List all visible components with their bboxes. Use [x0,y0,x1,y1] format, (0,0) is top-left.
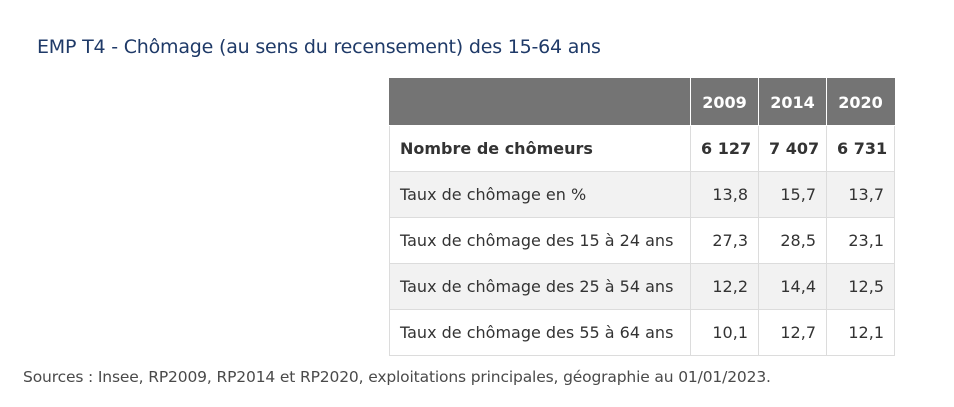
table-cell: 10,1 [690,309,759,356]
unemployment-table: 2009 2014 2020 Nombre de chômeurs 6 127 … [389,78,895,356]
table-row: Taux de chômage des 25 à 54 ans 12,2 14,… [389,263,895,310]
table-cell: 6 127 [690,125,759,172]
source-note: Sources : Insee, RP2009, RP2014 et RP202… [23,368,771,386]
header-row: 2009 2014 2020 [389,78,895,126]
table-cell: 15,7 [758,171,827,218]
row-label: Taux de chômage des 15 à 24 ans [389,217,691,264]
table-row: Taux de chômage des 15 à 24 ans 27,3 28,… [389,217,895,264]
table-cell: 12,7 [758,309,827,356]
column-header-year: 2014 [758,78,827,126]
table-cell: 12,2 [690,263,759,310]
table-row: Taux de chômage des 55 à 64 ans 10,1 12,… [389,309,895,356]
row-label: Nombre de chômeurs [389,125,691,172]
table-row: Nombre de chômeurs 6 127 7 407 6 731 [389,125,895,172]
table-cell: 6 731 [826,125,895,172]
table-cell: 14,4 [758,263,827,310]
row-label: Taux de chômage en % [389,171,691,218]
column-header-year: 2009 [690,78,759,126]
table-cell: 12,5 [826,263,895,310]
header-corner-cell [389,78,691,126]
table-cell: 12,1 [826,309,895,356]
table-cell: 28,5 [758,217,827,264]
table-cell: 23,1 [826,217,895,264]
table-row: Taux de chômage en % 13,8 15,7 13,7 [389,171,895,218]
column-header-year: 2020 [826,78,895,126]
table-cell: 13,8 [690,171,759,218]
table-cell: 27,3 [690,217,759,264]
table-cell: 7 407 [758,125,827,172]
table-cell: 13,7 [826,171,895,218]
row-label: Taux de chômage des 25 à 54 ans [389,263,691,310]
row-label: Taux de chômage des 55 à 64 ans [389,309,691,356]
table-title: EMP T4 - Chômage (au sens du recensement… [37,36,601,58]
